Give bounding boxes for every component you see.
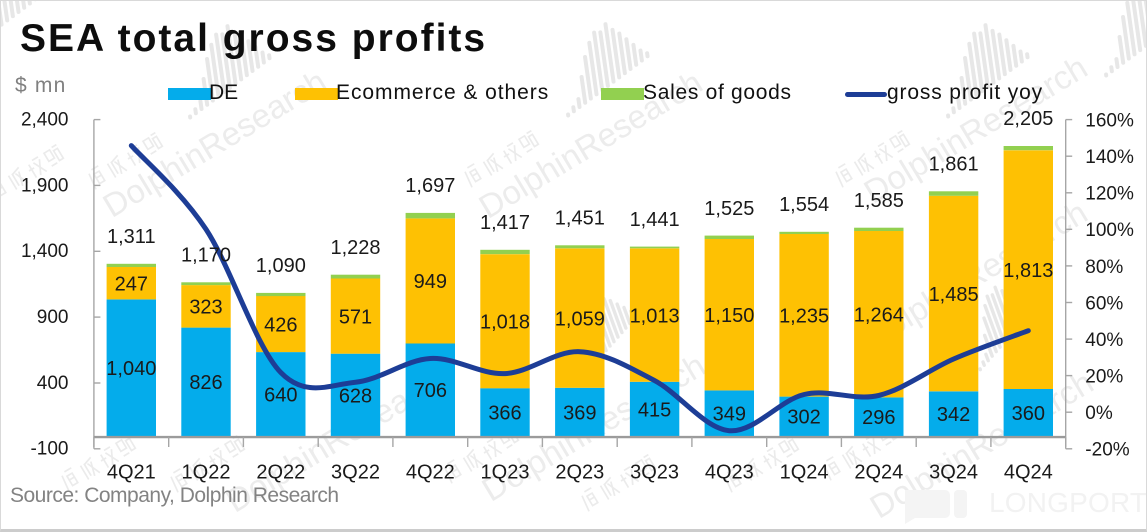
svg-text:20%: 20% bbox=[1085, 367, 1123, 388]
svg-text:40%: 40% bbox=[1085, 330, 1123, 351]
svg-text:2Q23: 2Q23 bbox=[555, 462, 604, 484]
svg-text:60%: 60% bbox=[1085, 293, 1123, 314]
svg-text:342: 342 bbox=[937, 404, 970, 426]
svg-text:1,417: 1,417 bbox=[480, 212, 530, 234]
svg-text:1,441: 1,441 bbox=[630, 209, 680, 231]
svg-text:1,040: 1,040 bbox=[106, 358, 156, 380]
svg-text:1,451: 1,451 bbox=[555, 208, 605, 230]
svg-text:-100: -100 bbox=[30, 439, 68, 460]
svg-text:2,400: 2,400 bbox=[21, 110, 69, 131]
svg-text:4Q24: 4Q24 bbox=[1004, 462, 1053, 484]
svg-text:366: 366 bbox=[488, 403, 521, 425]
svg-text:1Q24: 1Q24 bbox=[780, 462, 829, 484]
svg-text:80%: 80% bbox=[1085, 257, 1123, 278]
svg-text:4Q23: 4Q23 bbox=[705, 462, 754, 484]
svg-text:1,585: 1,585 bbox=[854, 190, 904, 212]
svg-text:160%: 160% bbox=[1085, 111, 1134, 132]
svg-text:3Q22: 3Q22 bbox=[331, 462, 380, 484]
svg-text:100%: 100% bbox=[1085, 220, 1134, 241]
svg-text:1Q22: 1Q22 bbox=[182, 462, 231, 484]
svg-text:4Q22: 4Q22 bbox=[406, 462, 455, 484]
svg-text:426: 426 bbox=[264, 314, 297, 336]
svg-text:1,264: 1,264 bbox=[854, 304, 904, 326]
svg-text:949: 949 bbox=[414, 271, 447, 293]
svg-text:706: 706 bbox=[414, 380, 447, 402]
svg-text:360: 360 bbox=[1012, 403, 1045, 425]
svg-text:369: 369 bbox=[563, 402, 596, 424]
svg-text:628: 628 bbox=[339, 385, 372, 407]
svg-text:1,900: 1,900 bbox=[21, 175, 69, 196]
svg-text:1,525: 1,525 bbox=[704, 198, 754, 220]
svg-text:3Q23: 3Q23 bbox=[630, 462, 679, 484]
svg-text:LONGPORT: LONGPORT bbox=[989, 487, 1147, 518]
svg-text:302: 302 bbox=[787, 407, 820, 429]
svg-text:1,485: 1,485 bbox=[929, 284, 979, 306]
svg-text:1Q23: 1Q23 bbox=[481, 462, 530, 484]
svg-text:296: 296 bbox=[862, 407, 895, 429]
svg-text:2Q24: 2Q24 bbox=[854, 462, 903, 484]
svg-text:3Q24: 3Q24 bbox=[929, 462, 978, 484]
svg-text:400: 400 bbox=[37, 373, 69, 394]
svg-text:120%: 120% bbox=[1085, 184, 1134, 205]
svg-text:2,205: 2,205 bbox=[1003, 108, 1053, 130]
svg-text:-20%: -20% bbox=[1085, 440, 1129, 461]
svg-text:1,018: 1,018 bbox=[480, 311, 530, 333]
svg-text:1,228: 1,228 bbox=[330, 237, 380, 259]
svg-text:1,554: 1,554 bbox=[779, 194, 829, 216]
svg-text:1,400: 1,400 bbox=[21, 241, 69, 262]
svg-text:640: 640 bbox=[264, 385, 297, 407]
svg-text:4Q21: 4Q21 bbox=[107, 462, 156, 484]
svg-text:1,697: 1,697 bbox=[405, 175, 455, 197]
svg-text:826: 826 bbox=[189, 372, 222, 394]
svg-text:1,813: 1,813 bbox=[1003, 260, 1053, 282]
svg-text:247: 247 bbox=[115, 273, 148, 295]
svg-text:0%: 0% bbox=[1085, 403, 1113, 424]
svg-text:349: 349 bbox=[713, 404, 746, 426]
svg-text:1,235: 1,235 bbox=[779, 306, 829, 328]
svg-text:140%: 140% bbox=[1085, 147, 1134, 168]
svg-text:323: 323 bbox=[189, 297, 222, 319]
svg-text:415: 415 bbox=[638, 399, 671, 421]
svg-text:1,861: 1,861 bbox=[929, 154, 979, 176]
svg-text:900: 900 bbox=[37, 307, 69, 328]
svg-text:1,311: 1,311 bbox=[107, 226, 156, 248]
svg-text:2Q22: 2Q22 bbox=[256, 462, 305, 484]
svg-text:1,059: 1,059 bbox=[555, 308, 605, 330]
svg-text:1,090: 1,090 bbox=[256, 255, 306, 277]
svg-text:571: 571 bbox=[339, 306, 372, 328]
svg-text:1,150: 1,150 bbox=[704, 305, 754, 327]
svg-text:1,013: 1,013 bbox=[630, 305, 680, 327]
svg-text:1,170: 1,170 bbox=[181, 245, 231, 267]
